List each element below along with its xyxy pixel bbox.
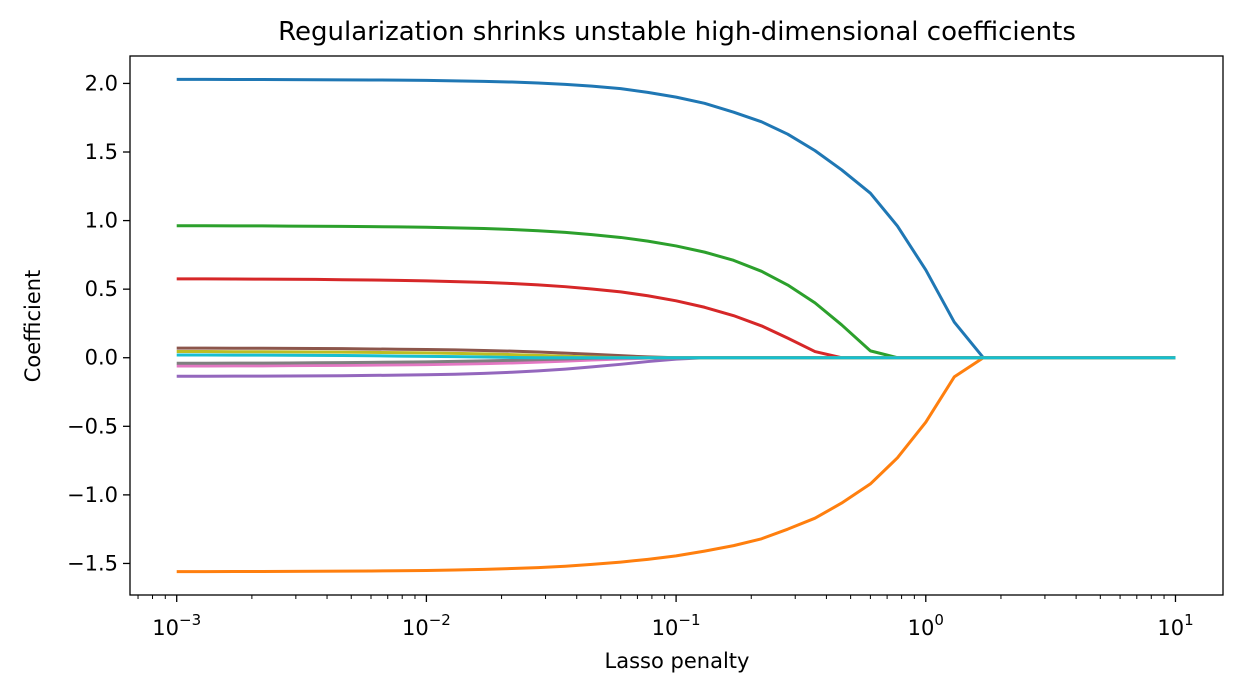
y-tick-label-6: −0.5 bbox=[67, 414, 118, 438]
y-tick-label-4: 0.5 bbox=[85, 277, 118, 301]
x-tick-label-4: 100 bbox=[908, 611, 944, 640]
x-tick-label-3: 10−1 bbox=[652, 611, 701, 640]
x-axis-label: Lasso penalty bbox=[605, 649, 750, 673]
series-line-10 bbox=[176, 353, 1176, 360]
x-tick-label-1: 10−3 bbox=[152, 611, 201, 640]
y-tick-label-8: −1.5 bbox=[67, 551, 118, 575]
x-tick-label-2: 10−2 bbox=[402, 611, 451, 640]
y-axis-label: Coefficient bbox=[21, 270, 45, 383]
series-layer bbox=[176, 77, 1176, 574]
y-tick-label-7: −1.0 bbox=[67, 483, 118, 507]
x-tick-label-5: 101 bbox=[1157, 611, 1193, 640]
chart-title: Regularization shrinks unstable high-dim… bbox=[278, 17, 1076, 47]
y-tick-label-5: 0.0 bbox=[85, 346, 118, 370]
y-tick-label-3: 1.0 bbox=[85, 209, 118, 233]
y-axis: 2.0 1.5 1.0 0.5 0.0 −0.5 −1.0 −1.5 bbox=[67, 71, 130, 575]
x-axis: 10−3 10−2 10−1 100 101 bbox=[137, 595, 1194, 640]
y-tick-label-1: 2.0 bbox=[85, 71, 118, 95]
y-tick-label-2: 1.5 bbox=[85, 140, 118, 164]
